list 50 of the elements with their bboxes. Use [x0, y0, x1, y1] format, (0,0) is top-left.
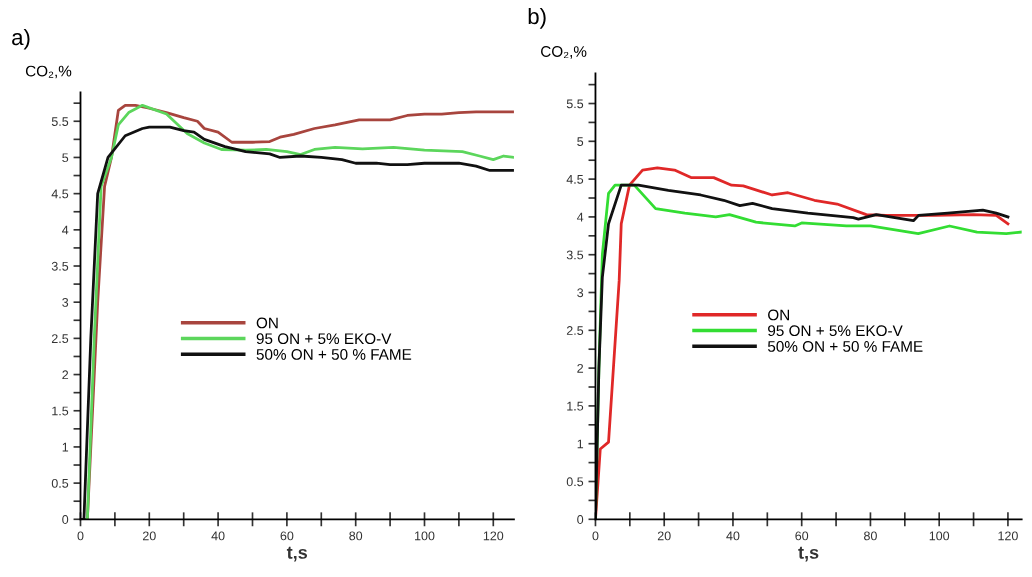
- x-tick-label: 60: [795, 531, 809, 541]
- y-axis-title: CO₂,%: [541, 46, 587, 59]
- x-tick-label: 0: [77, 531, 84, 541]
- x-tick-label: 0: [592, 531, 599, 541]
- y-tick-label: 4: [62, 225, 69, 235]
- y-tick-label: 1.5: [567, 401, 584, 411]
- y-tick-label: 4.5: [51, 189, 69, 199]
- x-tick-label: 40: [211, 531, 225, 541]
- chart-title: b): [528, 7, 546, 29]
- x-tick-label: 20: [142, 531, 156, 541]
- legend-label: ON: [768, 309, 789, 321]
- y-tick-label: 3: [577, 288, 584, 298]
- y-tick-label: 0.5: [51, 478, 69, 488]
- x-tick-label: 20: [657, 531, 671, 541]
- x-tick-label: 120: [483, 531, 504, 541]
- y-tick-label: 5: [577, 137, 584, 146]
- x-tick-label: 100: [929, 531, 950, 541]
- legend-label: ON: [256, 317, 278, 329]
- y-tick-label: 4: [576, 212, 584, 222]
- y-tick-label: 1.5: [52, 406, 69, 416]
- y-tick-label: 3: [62, 297, 69, 307]
- y-tick-label: 2.5: [51, 334, 69, 344]
- y-axis-title: CO₂,%: [25, 65, 72, 79]
- y-tick-label: 5.5: [566, 99, 584, 109]
- x-tick-label: 80: [864, 531, 877, 541]
- y-tick-label: 5: [62, 153, 69, 163]
- y-tick-label: 0.5: [566, 477, 584, 487]
- y-tick-label: 0: [62, 515, 69, 524]
- x-tick-label: 80: [349, 531, 363, 541]
- y-tick-label: 2: [62, 370, 69, 380]
- y-tick-label: 4.5: [566, 175, 584, 184]
- y-tick-label: 3.5: [51, 261, 69, 271]
- legend-label: 50% ON + 50 % FAME: [256, 349, 412, 360]
- x-tick-label: 120: [998, 531, 1018, 541]
- x-tick-label: 40: [726, 531, 740, 541]
- x-axis-title: t,s: [286, 546, 308, 562]
- x-tick-label: 100: [415, 531, 435, 541]
- legend-label: 50% ON + 50 % FAME: [767, 341, 923, 352]
- x-axis-title: t,s: [798, 546, 819, 562]
- y-tick-label: 2.5: [566, 326, 584, 335]
- y-tick-label: 1: [62, 442, 69, 452]
- chart-title: a): [12, 28, 30, 50]
- y-tick-label: 5.5: [51, 117, 69, 126]
- legend-label: 95 ON + 5% EKO-V: [768, 325, 903, 337]
- y-tick-label: 2: [577, 363, 584, 373]
- y-tick-label: 0: [577, 515, 584, 524]
- x-tick-label: 60: [280, 531, 294, 541]
- legend-label: 95 ON + 5% EKO-V: [256, 333, 392, 345]
- y-tick-label: 3.5: [566, 250, 584, 260]
- y-tick-label: 1: [577, 439, 584, 449]
